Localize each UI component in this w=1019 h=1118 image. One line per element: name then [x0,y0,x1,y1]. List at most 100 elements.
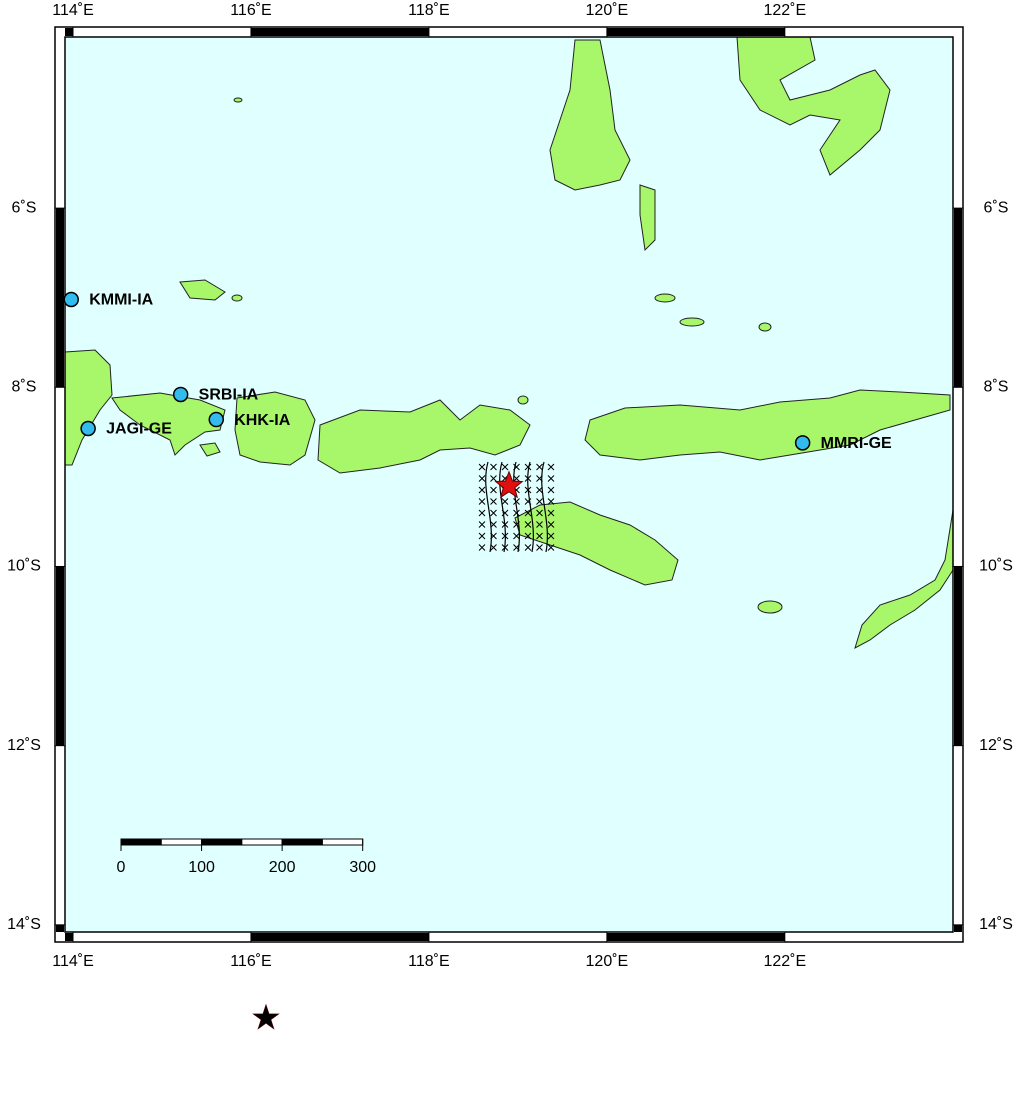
station-marker [208,411,225,428]
scale-label: 200 [269,859,296,876]
scale-label: 0 [117,859,126,876]
frame-band [954,745,962,925]
fault-cross [478,486,486,494]
frame-band [56,745,64,925]
x-tick-label: 122˚E [763,2,806,19]
station-marker [63,291,79,308]
scale-segment [241,838,283,846]
x-tick-label: 122˚E [763,953,806,970]
fault-cross [478,521,486,528]
x-tick-label: 114˚E [52,2,94,19]
fault-cross [547,521,555,528]
frame-band [250,933,429,941]
frame-band [56,566,64,746]
fault-cross [524,532,532,540]
fault-cross [547,463,555,471]
frame-band [428,933,607,941]
fault-cross [536,509,543,517]
station-label: KMMI-IA [89,292,153,309]
scale-segment [281,838,323,846]
fault-cross [536,498,543,505]
frame-band [428,28,607,36]
fault-cross [524,463,532,471]
station-marker [172,386,189,403]
frame-band [56,924,64,932]
y-tick-label: 8˚S [984,379,1009,396]
fault-cross [501,463,509,471]
fault-cross [478,475,486,482]
station-marker [794,435,811,451]
outer-frame [54,26,964,943]
station-label: KHK-IA [234,412,290,429]
scale-segment [160,838,203,846]
fault-cross [524,544,532,551]
y-tick-label: 12˚S [979,737,1013,754]
inner-frame [64,36,954,933]
fault-cross [490,498,497,505]
fault-grid [478,461,555,553]
y-tick-label: 12˚S [7,737,41,754]
fault-cross [536,521,543,528]
x-tick-label: 120˚E [586,953,629,970]
fault-cross [547,509,555,517]
fault-cross [478,498,486,505]
fault-cross [536,463,543,471]
fault-cross [513,532,520,540]
frame-band [954,208,962,388]
station-label: JAGI-GE [106,421,172,438]
legend-star: ★ [251,999,281,1037]
frame-band [954,37,962,209]
frame-band [954,387,962,567]
y-tick-label: 14˚S [7,916,41,933]
fault-cross [490,509,497,517]
fault-cross [490,463,497,471]
fault-contour [485,461,492,553]
frame-band [784,28,953,36]
land [64,36,954,650]
y-tick-label: 14˚S [979,916,1013,933]
fault-cross [547,498,555,505]
frame-band [65,28,74,36]
frame-band [73,28,251,36]
source-star [494,470,524,499]
frame-band [56,208,64,388]
station-marker [80,420,96,437]
scale-segment [201,838,243,846]
y-tick-label: 10˚S [7,558,41,575]
fault-cross [547,544,555,551]
frame-band [250,28,429,36]
y-tick-label: 6˚S [12,199,37,216]
x-tick-label: 114˚E [52,953,94,970]
fault-cross [478,532,486,540]
fault-cross [501,498,509,505]
fault-contour [541,461,548,553]
fault-cross [547,532,555,540]
y-tick-label: 10˚S [979,558,1013,575]
x-tick-label: 120˚E [586,2,629,19]
fault-cross [524,509,532,517]
fault-cross [478,509,486,517]
fault-cross [536,544,543,551]
fault-cross [513,475,520,482]
y-tick-label: 8˚S [12,379,37,396]
fault-cross [547,486,555,494]
x-tick-label: 118˚E [408,2,450,19]
fault-cross [490,486,497,494]
fault-contour [513,461,520,553]
fault-cross [524,521,532,528]
frame-band [954,924,962,932]
fault-cross [478,463,486,471]
frame-band [784,933,953,941]
fault-contour [499,461,506,553]
scale-label: 300 [349,859,376,876]
frame-band [56,37,64,209]
scale-label: 100 [188,859,215,876]
fault-cross [536,532,543,540]
scale-segment [321,838,364,846]
fault-cross [513,509,520,517]
scale-segment [120,838,162,846]
fault-contour [527,461,534,553]
frame-band [56,387,64,567]
